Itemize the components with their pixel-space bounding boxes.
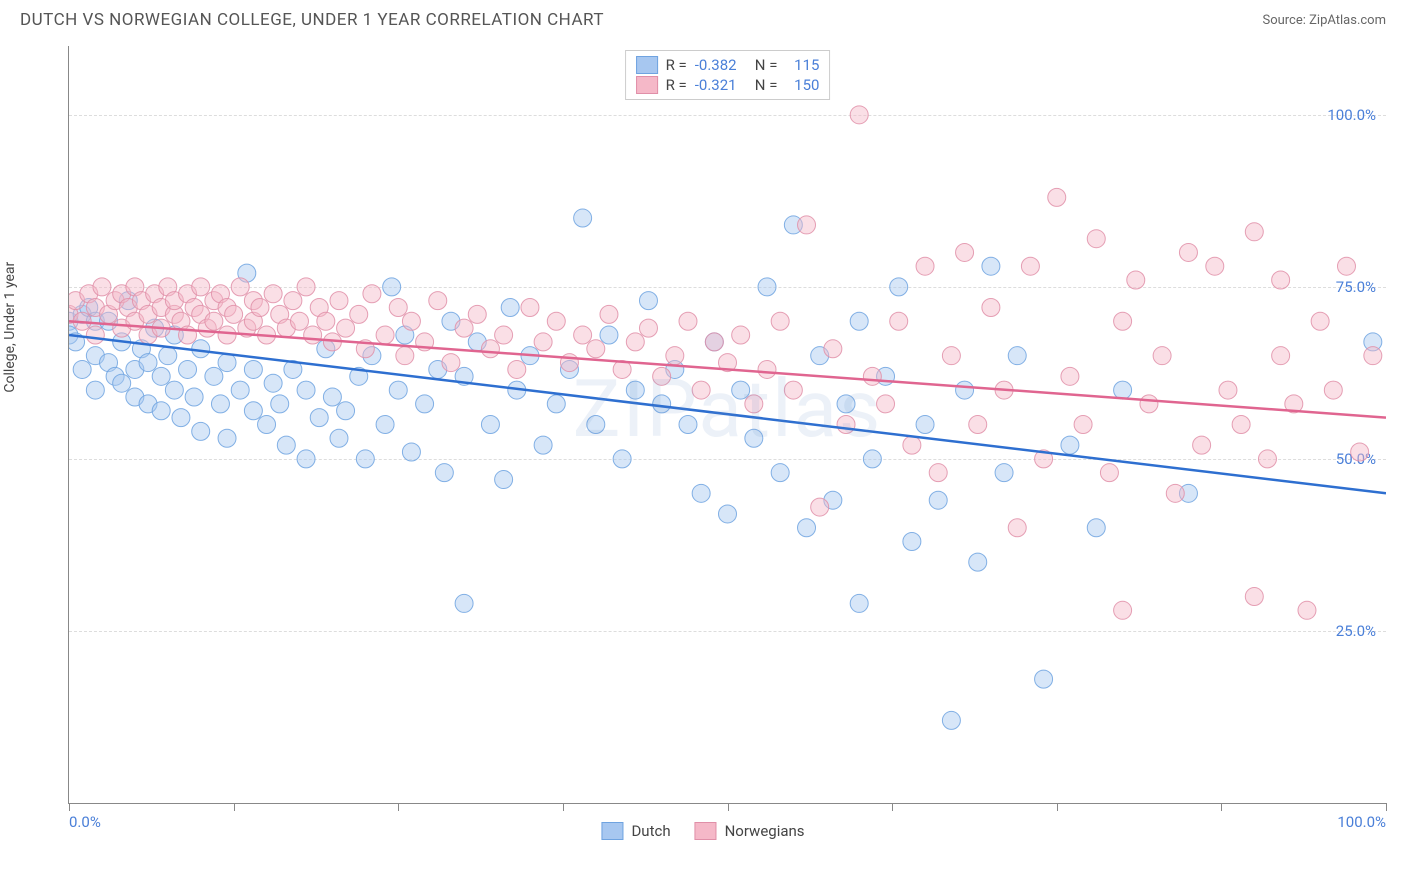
legend-row: R = -0.382 N = 115 [636, 55, 820, 75]
y-axis-label: College, Under 1 year [2, 262, 18, 393]
x-tick [728, 803, 729, 811]
legend-series-name: Norwegians [725, 822, 805, 840]
legend-r-value: -0.321 [695, 76, 747, 94]
legend-swatch [636, 56, 658, 74]
plot-region: R =-0.382N =115R =-0.321N =150 ZIPatlas … [68, 46, 1386, 804]
x-tick [69, 803, 70, 811]
legend-swatch [636, 76, 658, 94]
legend-r-label: R = [666, 76, 687, 94]
legend-swatch [601, 822, 623, 840]
source-label: Source: ZipAtlas.com [1262, 13, 1386, 28]
series-legend: Dutch Norwegians [601, 822, 804, 840]
x-tick [563, 803, 564, 811]
correlation-legend: R = -0.382 N = 115 R = -0.321 N = 150 [625, 50, 831, 100]
regression-lines-layer [69, 46, 1386, 803]
legend-r-value: -0.382 [695, 56, 747, 74]
x-tick [1386, 803, 1387, 811]
legend-r-label: R = [666, 56, 687, 74]
x-tick [398, 803, 399, 811]
x-tick [1221, 803, 1222, 811]
chart-area: College, Under 1 year R =-0.382N =115R =… [20, 46, 1386, 854]
legend-n-value: 150 [785, 76, 819, 94]
legend-item: Norwegians [695, 822, 805, 840]
legend-series-name: Dutch [631, 822, 670, 840]
regression-line [69, 335, 1386, 493]
legend-swatch [695, 822, 717, 840]
x-tick-label: 0.0% [69, 813, 101, 831]
x-tick-label: 100.0% [1337, 813, 1386, 831]
legend-item: Dutch [601, 822, 670, 840]
legend-n-value: 115 [785, 56, 819, 74]
header: DUTCH VS NORWEGIAN COLLEGE, UNDER 1 YEAR… [0, 0, 1406, 38]
regression-line [69, 321, 1386, 417]
legend-n-label: N = [755, 76, 778, 94]
x-tick [892, 803, 893, 811]
x-tick [234, 803, 235, 811]
legend-n-label: N = [755, 56, 778, 74]
x-tick [1057, 803, 1058, 811]
chart-title: DUTCH VS NORWEGIAN COLLEGE, UNDER 1 YEAR… [20, 10, 604, 30]
legend-row: R = -0.321 N = 150 [636, 75, 820, 95]
